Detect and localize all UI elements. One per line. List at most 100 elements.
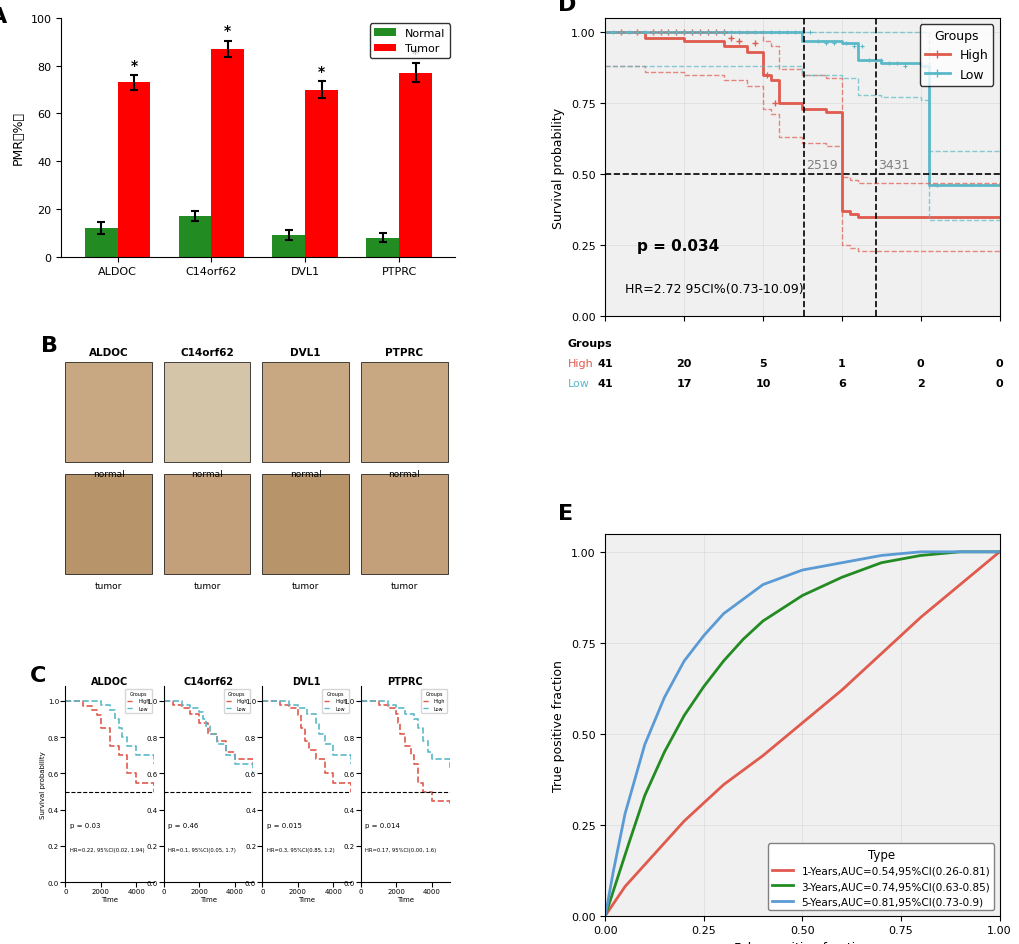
Text: HR=0.17, 95%CI(0.00, 1.6): HR=0.17, 95%CI(0.00, 1.6) bbox=[365, 847, 436, 852]
1-Years,AUC=0.54,95%CI(0.26-0.81) bbox=[697, 798, 709, 809]
Title: PTPRC: PTPRC bbox=[387, 676, 423, 686]
Line: 1-Years,AUC=0.54,95%CI(0.26-0.81): 1-Years,AUC=0.54,95%CI(0.26-0.81) bbox=[604, 552, 999, 916]
3-Years,AUC=0.74,95%CI(0.63-0.85) bbox=[914, 550, 926, 562]
Text: A: A bbox=[0, 7, 7, 27]
Text: 6: 6 bbox=[838, 379, 845, 388]
1-Years,AUC=0.54,95%CI(0.26-0.81) bbox=[914, 612, 926, 623]
3-Years,AUC=0.74,95%CI(0.63-0.85) bbox=[678, 710, 690, 721]
Text: p = 0.015: p = 0.015 bbox=[267, 822, 302, 829]
Text: 3431: 3431 bbox=[877, 160, 909, 172]
Text: PTPRC: PTPRC bbox=[385, 347, 423, 358]
3-Years,AUC=0.74,95%CI(0.63-0.85) bbox=[737, 633, 749, 645]
Bar bbox=[117, 83, 150, 258]
3-Years,AUC=0.74,95%CI(0.63-0.85) bbox=[756, 615, 768, 627]
Legend: High, Low: High, Low bbox=[125, 689, 152, 713]
5-Years,AUC=0.81,95%CI(0.73-0.9) bbox=[606, 867, 619, 878]
Text: HR=0.1, 95%CI(0.05, 1.7): HR=0.1, 95%CI(0.05, 1.7) bbox=[168, 847, 236, 852]
1-Years,AUC=0.54,95%CI(0.26-0.81) bbox=[678, 816, 690, 827]
Text: 41: 41 bbox=[597, 359, 612, 368]
3-Years,AUC=0.74,95%CI(0.63-0.85) bbox=[796, 590, 808, 601]
Text: *: * bbox=[130, 59, 138, 73]
Legend: High, Low: High, Low bbox=[919, 25, 993, 87]
1-Years,AUC=0.54,95%CI(0.26-0.81) bbox=[796, 717, 808, 729]
Text: 2519: 2519 bbox=[806, 160, 838, 172]
3-Years,AUC=0.74,95%CI(0.63-0.85) bbox=[874, 558, 887, 569]
5-Years,AUC=0.81,95%CI(0.73-0.9) bbox=[914, 547, 926, 558]
3-Years,AUC=0.74,95%CI(0.63-0.85) bbox=[610, 873, 623, 885]
Text: normal: normal bbox=[289, 470, 321, 479]
Text: High: High bbox=[567, 359, 593, 368]
Text: 17: 17 bbox=[676, 379, 691, 388]
Y-axis label: Survival probability: Survival probability bbox=[41, 750, 46, 818]
Line: 5-Years,AUC=0.81,95%CI(0.73-0.9): 5-Years,AUC=0.81,95%CI(0.73-0.9) bbox=[604, 552, 999, 916]
Text: C14orf62: C14orf62 bbox=[180, 347, 233, 358]
Title: DVL1: DVL1 bbox=[292, 676, 321, 686]
1-Years,AUC=0.54,95%CI(0.26-0.81) bbox=[716, 779, 729, 790]
X-axis label: Time: Time bbox=[298, 896, 315, 902]
5-Years,AUC=0.81,95%CI(0.73-0.9) bbox=[697, 631, 709, 642]
5-Years,AUC=0.81,95%CI(0.73-0.9) bbox=[835, 558, 847, 569]
Text: HR=0.3, 95%CI(0.85, 1.2): HR=0.3, 95%CI(0.85, 1.2) bbox=[267, 847, 334, 852]
3-Years,AUC=0.74,95%CI(0.63-0.85) bbox=[598, 910, 610, 921]
Text: 0: 0 bbox=[916, 359, 923, 368]
X-axis label: Time: Time bbox=[101, 896, 118, 902]
Text: *: * bbox=[318, 64, 325, 78]
Text: p = 0.034: p = 0.034 bbox=[636, 239, 718, 254]
Text: tumor: tumor bbox=[291, 582, 319, 591]
Text: D: D bbox=[557, 0, 576, 15]
Legend: Normal, Tumor: Normal, Tumor bbox=[369, 25, 449, 59]
Bar bbox=[305, 91, 338, 258]
5-Years,AUC=0.81,95%CI(0.73-0.9) bbox=[619, 808, 631, 819]
1-Years,AUC=0.54,95%CI(0.26-0.81) bbox=[756, 750, 768, 762]
3-Years,AUC=0.74,95%CI(0.63-0.85) bbox=[623, 837, 635, 849]
3-Years,AUC=0.74,95%CI(0.63-0.85) bbox=[638, 790, 650, 801]
Text: tumor: tumor bbox=[390, 582, 418, 591]
Title: ALDOC: ALDOC bbox=[91, 676, 128, 686]
Title: C14orf62: C14orf62 bbox=[183, 676, 233, 686]
Text: C: C bbox=[30, 666, 46, 685]
Text: B: B bbox=[42, 336, 58, 356]
3-Years,AUC=0.74,95%CI(0.63-0.85) bbox=[716, 655, 729, 666]
Text: 0: 0 bbox=[995, 359, 1003, 368]
Text: normal: normal bbox=[191, 470, 223, 479]
Bar bbox=[178, 217, 211, 258]
Bar bbox=[366, 238, 398, 258]
Text: Groups: Groups bbox=[567, 338, 611, 348]
5-Years,AUC=0.81,95%CI(0.73-0.9) bbox=[737, 594, 749, 605]
Bar bbox=[398, 74, 432, 258]
Bar bbox=[211, 50, 244, 258]
Text: p = 0.014: p = 0.014 bbox=[365, 822, 399, 829]
Text: Low: Low bbox=[567, 379, 589, 388]
1-Years,AUC=0.54,95%CI(0.26-0.81) bbox=[598, 910, 610, 921]
Legend: 1-Years,AUC=0.54,95%CI(0.26-0.81), 3-Years,AUC=0.74,95%CI(0.63-0.85), 5-Years,AU: 1-Years,AUC=0.54,95%CI(0.26-0.81), 3-Yea… bbox=[767, 844, 994, 910]
Text: HR=2.72 95CI%(0.73-10.09): HR=2.72 95CI%(0.73-10.09) bbox=[625, 283, 803, 295]
Bar bbox=[85, 228, 117, 258]
1-Years,AUC=0.54,95%CI(0.26-0.81) bbox=[993, 547, 1005, 558]
X-axis label: Time: Time bbox=[396, 896, 414, 902]
1-Years,AUC=0.54,95%CI(0.26-0.81) bbox=[737, 765, 749, 776]
FancyBboxPatch shape bbox=[65, 362, 152, 463]
Text: normal: normal bbox=[93, 470, 124, 479]
Text: tumor: tumor bbox=[194, 582, 220, 591]
Legend: High, Low: High, Low bbox=[421, 689, 447, 713]
5-Years,AUC=0.81,95%CI(0.73-0.9) bbox=[598, 910, 610, 921]
Line: 3-Years,AUC=0.74,95%CI(0.63-0.85): 3-Years,AUC=0.74,95%CI(0.63-0.85) bbox=[604, 552, 999, 916]
Text: 20: 20 bbox=[676, 359, 691, 368]
Y-axis label: True positive fraction: True positive fraction bbox=[551, 659, 565, 791]
FancyBboxPatch shape bbox=[262, 362, 348, 463]
5-Years,AUC=0.81,95%CI(0.73-0.9) bbox=[756, 580, 768, 591]
5-Years,AUC=0.81,95%CI(0.73-0.9) bbox=[796, 565, 808, 576]
Text: 10: 10 bbox=[755, 379, 770, 388]
Y-axis label: Survival probability: Survival probability bbox=[551, 108, 565, 228]
FancyBboxPatch shape bbox=[164, 362, 251, 463]
3-Years,AUC=0.74,95%CI(0.63-0.85) bbox=[993, 547, 1005, 558]
Text: 5: 5 bbox=[758, 359, 766, 368]
Text: E: E bbox=[557, 503, 573, 524]
Bar bbox=[272, 236, 305, 258]
Text: tumor: tumor bbox=[95, 582, 122, 591]
Text: 1: 1 bbox=[838, 359, 845, 368]
FancyBboxPatch shape bbox=[164, 475, 251, 575]
1-Years,AUC=0.54,95%CI(0.26-0.81) bbox=[953, 580, 965, 591]
Text: *: * bbox=[412, 46, 419, 60]
Legend: High, Low: High, Low bbox=[322, 689, 348, 713]
